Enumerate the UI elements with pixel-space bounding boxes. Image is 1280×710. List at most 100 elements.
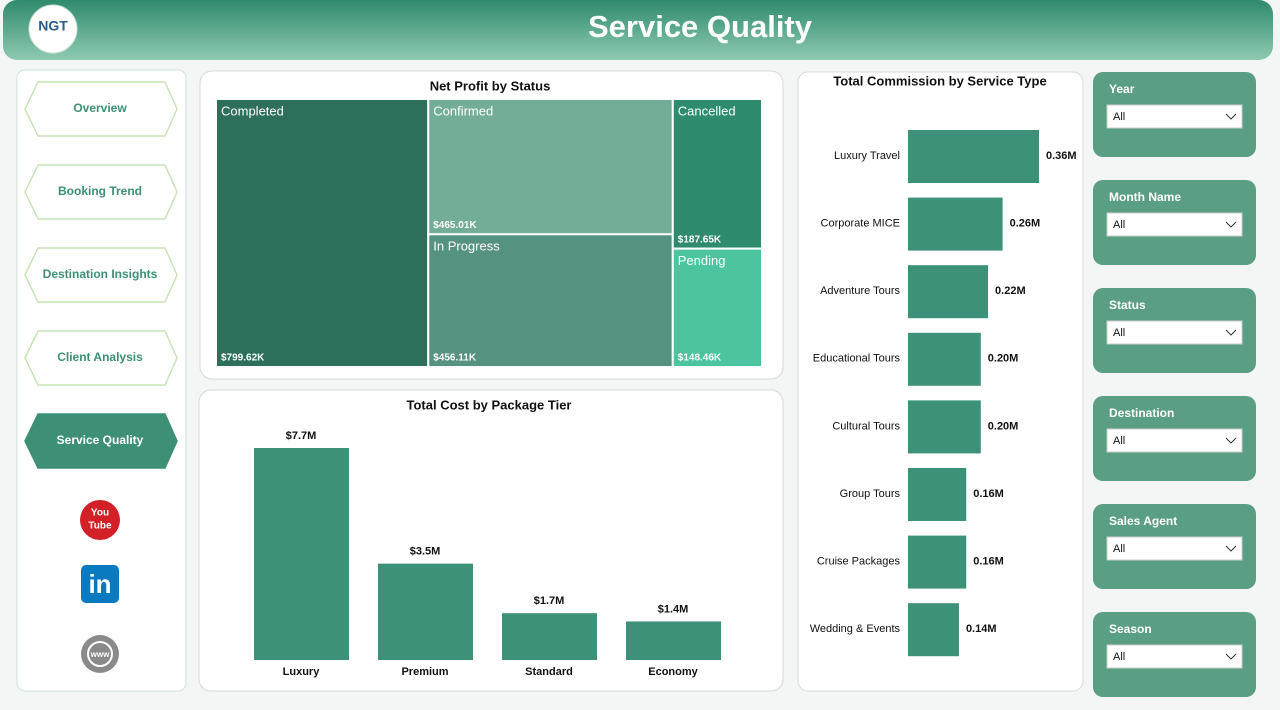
cell-label: Pending xyxy=(678,253,726,268)
cell-label: Cancelled xyxy=(678,103,736,118)
treemap-cell xyxy=(671,98,763,250)
dropdown-arrow xyxy=(1225,437,1237,444)
bar-value: $3.5M xyxy=(410,546,441,558)
y-label: Wedding & Events xyxy=(810,623,901,635)
nav-item[interactable] xyxy=(24,247,178,303)
y-label: Cultural Tours xyxy=(832,420,900,432)
y-label: Educational Tours xyxy=(813,353,901,365)
bar xyxy=(502,613,597,660)
bar xyxy=(908,130,1039,183)
bar-value: $7.7M xyxy=(286,430,317,442)
chart-title: Net Profit by Status xyxy=(430,78,551,93)
dropdown[interactable] xyxy=(1106,536,1243,561)
dropdown[interactable] xyxy=(1106,644,1243,669)
nav-item[interactable] xyxy=(24,81,178,137)
logo-text: NGT xyxy=(38,18,68,34)
dropdown-arrow xyxy=(1225,221,1237,228)
bar-value: 0.22M xyxy=(995,285,1026,297)
cell-value: $148.46K xyxy=(678,353,722,364)
chart-title: Total Cost by Package Tier xyxy=(407,397,572,412)
cell-label: In Progress xyxy=(433,239,500,254)
header-bar xyxy=(3,0,1273,60)
youtube-text: Tube xyxy=(88,521,112,532)
x-label: Premium xyxy=(401,666,448,678)
web-text: www xyxy=(90,650,110,659)
filter-label: Destination xyxy=(1109,406,1174,420)
dropdown[interactable] xyxy=(1106,104,1243,129)
dropdown[interactable] xyxy=(1106,212,1243,237)
y-label: Corporate MICE xyxy=(821,218,900,230)
cell-value: $465.01K xyxy=(433,220,477,231)
bar xyxy=(908,535,967,589)
nav-label: Client Analysis xyxy=(57,350,143,364)
x-label: Luxury xyxy=(283,666,321,678)
filter-label: Year xyxy=(1109,82,1135,96)
filter-label: Sales Agent xyxy=(1109,514,1177,528)
linkedin-text: in xyxy=(88,569,111,599)
dropdown-arrow xyxy=(1225,113,1237,120)
x-label: Standard xyxy=(525,666,573,678)
chart-title: Total Commission by Service Type xyxy=(833,73,1046,88)
bar-value: $1.7M xyxy=(534,595,565,607)
dropdown-value: All xyxy=(1113,651,1125,663)
nav-label: Overview xyxy=(73,101,127,115)
dropdown-value: All xyxy=(1113,435,1125,447)
nav-item[interactable] xyxy=(24,164,178,220)
filter-label: Month Name xyxy=(1109,190,1181,204)
bar-value: 0.36M xyxy=(1046,150,1077,162)
bar xyxy=(626,621,721,660)
filters: Year All Month Name All Status All Destination… xyxy=(1093,72,1256,697)
dropdown[interactable] xyxy=(1106,428,1243,453)
bar xyxy=(908,332,981,386)
web-icon[interactable] xyxy=(81,635,119,673)
y-label: Group Tours xyxy=(840,488,901,500)
page-title: Service Quality xyxy=(588,9,813,44)
bar-value: 0.16M xyxy=(973,556,1004,568)
treemap-cell xyxy=(427,98,674,236)
bar xyxy=(254,448,349,660)
dropdown-value: All xyxy=(1113,219,1125,231)
dropdown-arrow xyxy=(1225,653,1237,660)
treemap-cell xyxy=(671,247,763,369)
bar-value: 0.14M xyxy=(966,623,997,635)
dropdown-value: All xyxy=(1113,543,1125,555)
bar-value: 0.26M xyxy=(1010,218,1041,230)
nav-label: Service Quality xyxy=(57,433,144,447)
nav-label: Destination Insights xyxy=(43,267,158,281)
nav-item[interactable] xyxy=(24,330,178,386)
x-label: Economy xyxy=(648,666,698,678)
linkedin-icon[interactable] xyxy=(81,565,119,603)
youtube-icon[interactable] xyxy=(80,500,120,540)
bar-value: 0.20M xyxy=(988,420,1019,432)
cell-label: Completed xyxy=(221,103,284,118)
bar-value: 0.20M xyxy=(988,353,1019,365)
bar xyxy=(378,563,473,660)
y-label: Adventure Tours xyxy=(820,285,900,297)
nav: Overview Booking Trend Destination Insight… xyxy=(24,81,178,469)
dropdown[interactable] xyxy=(1106,320,1243,345)
nav-item[interactable] xyxy=(24,413,178,469)
dropdown-arrow xyxy=(1225,329,1237,336)
cell-label: Confirmed xyxy=(433,103,493,118)
youtube-text: You xyxy=(91,508,109,519)
bar xyxy=(908,197,1003,251)
y-label: Luxury Travel xyxy=(834,150,900,162)
bar-value: 0.16M xyxy=(973,488,1004,500)
globe xyxy=(87,641,113,667)
cell-value: $187.65K xyxy=(678,234,722,245)
dropdown-value: All xyxy=(1113,111,1125,123)
filter-label: Status xyxy=(1109,298,1146,312)
logo xyxy=(28,4,78,54)
dropdown-value: All xyxy=(1113,327,1125,339)
dropdown-arrow xyxy=(1225,545,1237,552)
cell-value: $456.11K xyxy=(433,353,477,364)
treemap-cell xyxy=(215,98,430,368)
bar xyxy=(908,603,959,657)
cell-value: $799.62K xyxy=(221,353,265,364)
bar xyxy=(908,265,989,319)
bar xyxy=(908,468,967,521)
treemap-cell xyxy=(427,233,674,368)
nav-label: Booking Trend xyxy=(58,184,142,198)
